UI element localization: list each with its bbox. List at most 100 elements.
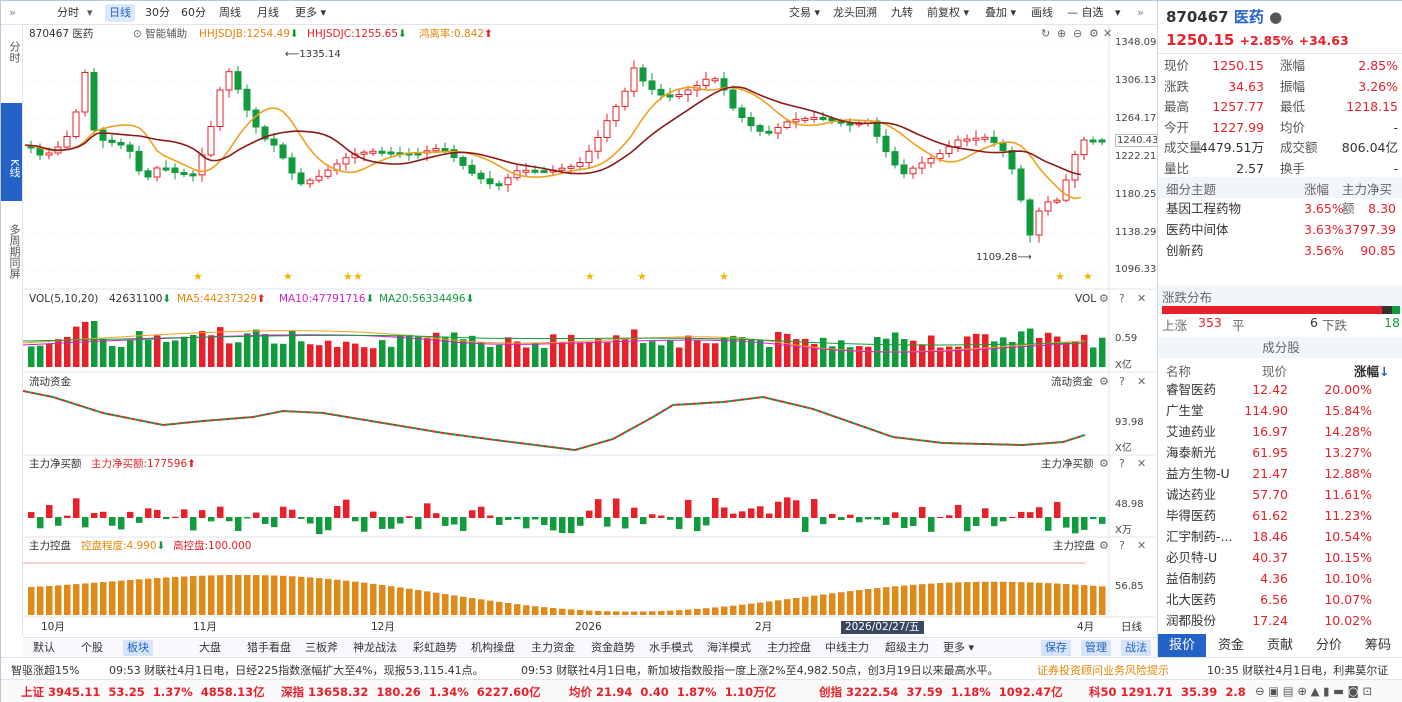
status-icons[interactable]: ⊖ ▣ ▤ ⊕ ▲ ▮ ▬ ◙ ⊡ xyxy=(1255,684,1373,698)
tab-daily[interactable]: 日线 xyxy=(105,4,135,22)
control-bar xyxy=(1054,583,1061,615)
manage-button[interactable]: 管理 xyxy=(1081,640,1111,656)
volume-bar xyxy=(82,321,89,367)
panel-tab[interactable]: 报价 xyxy=(1158,634,1206,657)
tab-stock[interactable]: 个股 xyxy=(81,641,103,654)
tab-more[interactable]: 更多 ▾ xyxy=(943,641,975,654)
expand-right-icon[interactable]: » xyxy=(1137,6,1144,19)
tab-dragon[interactable]: 神龙战法 xyxy=(353,641,397,654)
tab-60min[interactable]: 60分 xyxy=(181,6,206,19)
constituent-row[interactable]: 诚达药业 57.70 11.61% xyxy=(1166,484,1400,505)
tab-rainbow[interactable]: 彩虹趋势 xyxy=(413,641,457,654)
tab-weekly[interactable]: 周线 xyxy=(219,6,241,19)
add-icon[interactable]: ⊕ xyxy=(1057,27,1067,40)
smart-assist-toggle[interactable]: ⊙ 智能辅助 xyxy=(133,28,188,40)
tab-ocean[interactable]: 海洋模式 xyxy=(707,641,751,654)
minus-icon[interactable]: ⊖ xyxy=(1073,27,1083,40)
adjust-button[interactable]: 前复权 ▾ xyxy=(927,6,970,19)
collapse-left-icon[interactable]: » xyxy=(9,6,16,19)
settings-icon[interactable]: ⚙ xyxy=(1099,375,1109,388)
index-sz[interactable]: 深指 13658.32 180.26 1.34% 6227.60亿 xyxy=(281,685,541,699)
subtheme-row[interactable]: 基因工程药物 3.65% 8.30 xyxy=(1166,198,1400,219)
tab-30min[interactable]: 30分 xyxy=(145,6,170,19)
tab-control[interactable]: 主力控盘 xyxy=(767,641,811,654)
constituent-row[interactable]: 广生堂 114.90 15.84% xyxy=(1166,400,1400,421)
tab-default[interactable]: 默认 xyxy=(33,641,55,654)
settings-icon[interactable]: ⚙ xyxy=(1099,539,1109,552)
help-icon[interactable]: ? xyxy=(1119,375,1125,388)
tab-three-axes[interactable]: 三板斧 xyxy=(305,641,338,654)
index-cy[interactable]: 创指 3222.54 37.59 1.18% 1092.47亿 xyxy=(819,685,1063,699)
constituent-row[interactable]: 北大医药 6.56 10.07% xyxy=(1166,589,1400,610)
constituent-row[interactable]: 汇宇制药-... 18.46 10.54% xyxy=(1166,526,1400,547)
tab-fenshi[interactable]: 分时 xyxy=(57,6,79,19)
close-icon[interactable]: ✕ xyxy=(1137,539,1147,552)
draw-line-button[interactable]: 画线 xyxy=(1031,6,1053,19)
tab-sailor[interactable]: 水手模式 xyxy=(649,641,693,654)
tab-market[interactable]: 大盘 xyxy=(199,641,221,654)
tab-main-capital[interactable]: 主力资金 xyxy=(531,641,575,654)
refresh-icon[interactable]: ↻ xyxy=(1041,27,1051,40)
close-icon[interactable]: ✕ xyxy=(1137,457,1147,470)
constituent-row[interactable]: 益佰制药 4.36 10.10% xyxy=(1166,568,1400,589)
watchlist-dropdown-icon[interactable]: ▾ xyxy=(1115,6,1121,19)
control-bar xyxy=(649,611,656,615)
close-icon[interactable]: ✕ xyxy=(1137,292,1147,305)
overlay-button[interactable]: 叠加 ▾ xyxy=(985,6,1017,19)
help-icon[interactable]: ? xyxy=(1119,539,1125,552)
news-item[interactable]: 09:53 财联社4月1日电，日经225指数涨幅扩大至4%，现报53,115.4… xyxy=(109,664,484,677)
help-icon[interactable]: ? xyxy=(1119,292,1125,305)
news-item[interactable]: 09:53 财联社4月1日电，新加坡指数股指一度上涨2%至4,982.50点，创… xyxy=(521,664,999,677)
netbuy-bar xyxy=(919,506,926,518)
volume-bar xyxy=(586,341,593,367)
candle-body xyxy=(297,172,305,185)
index-sh[interactable]: 上证 3945.11 53.25 1.37% 4858.13亿 xyxy=(21,685,265,699)
tab-more[interactable]: 更多 ▾ xyxy=(295,6,327,19)
tab-institution[interactable]: 机构操盘 xyxy=(471,641,515,654)
subtheme-row[interactable]: 医药中间体 3.63% 3797.39 xyxy=(1166,219,1400,240)
tab-hunter[interactable]: 猎手看盘 xyxy=(247,641,291,654)
index-kc50[interactable]: 科50 1291.71 35.39 2.8 xyxy=(1089,685,1246,699)
panel-tab[interactable]: 资金 xyxy=(1217,638,1244,653)
constituent-row[interactable]: 睿智医药 12.42 20.00% xyxy=(1166,379,1400,400)
panel-tab[interactable]: 分价 xyxy=(1315,638,1342,653)
dropdown-icon[interactable]: ▾ xyxy=(87,6,93,19)
trade-button[interactable]: 交易 ▾ xyxy=(789,6,821,19)
index-avg[interactable]: 均价 21.94 0.40 1.87% 1.10万亿 xyxy=(569,685,777,699)
watchlist-button[interactable]: — 自选 xyxy=(1067,6,1104,19)
constituent-row[interactable]: 益方生物-U 21.47 12.88% xyxy=(1166,463,1400,484)
sort-pct-header[interactable]: 涨幅↓ xyxy=(1354,364,1390,379)
panel-tab[interactable]: 贡献 xyxy=(1266,638,1293,653)
close-icon[interactable]: ✕ xyxy=(1137,375,1147,388)
tab-sector[interactable]: 板块 xyxy=(123,640,153,656)
kline-chart-area[interactable]: ★ ★ ★ ★ ★ ★ ★ ★ ★ 870467 医药 ⊙ 智能辅助 HHJSDJB:1254.… xyxy=(23,25,1161,637)
constituent-row[interactable]: 必贝特-U 40.37 10.15% xyxy=(1166,547,1400,568)
panel-tab[interactable]: 筹码 xyxy=(1364,638,1391,653)
settings-icon[interactable]: ⚙ xyxy=(1089,27,1099,40)
vtab-multi-period[interactable]: 多周期同屏 xyxy=(8,223,21,279)
tab-super-main[interactable]: 超级主力 xyxy=(885,641,929,654)
tab-capital-trend[interactable]: 资金趋势 xyxy=(591,641,635,654)
news-item[interactable]: 10:35 财联社4月1日电，利弗莫尔证 xyxy=(1207,664,1389,677)
save-button[interactable]: 保存 xyxy=(1041,640,1071,656)
strategy-button[interactable]: 战法 xyxy=(1121,640,1151,656)
news-badge[interactable]: 智驱涨超15% xyxy=(11,664,80,677)
help-icon[interactable]: ? xyxy=(1119,457,1125,470)
close-icon[interactable]: ✕ xyxy=(1103,27,1113,40)
tab-mid-main[interactable]: 中线主力 xyxy=(825,641,869,654)
constituent-row[interactable]: 润都股份 17.24 10.02% xyxy=(1166,610,1400,631)
vtab-fenshi[interactable]: 分时 xyxy=(8,41,21,63)
nine-turn-button[interactable]: 九转 xyxy=(891,6,913,19)
leader-review-button[interactable]: 龙头回溯 xyxy=(833,6,877,19)
netbuy-bar xyxy=(433,513,440,518)
settings-icon[interactable]: ⚙ xyxy=(1099,292,1109,305)
tab-monthly[interactable]: 月线 xyxy=(257,6,279,19)
constituent-row[interactable]: 艾迪药业 16.97 14.28% xyxy=(1166,421,1400,442)
risk-notice-link[interactable]: 证券投资顾问业务风险提示 xyxy=(1037,664,1169,677)
subtheme-row[interactable]: 创新药 3.56% 90.85 xyxy=(1166,240,1400,261)
settings-icon[interactable]: ⚙ xyxy=(1099,457,1109,470)
constituent-row[interactable]: 毕得医药 61.62 11.23% xyxy=(1166,505,1400,526)
constituent-row[interactable]: 海泰新光 61.95 13.27% xyxy=(1166,442,1400,463)
volume-bar xyxy=(730,335,737,367)
vtab-kline[interactable]: K线 xyxy=(1,103,22,201)
